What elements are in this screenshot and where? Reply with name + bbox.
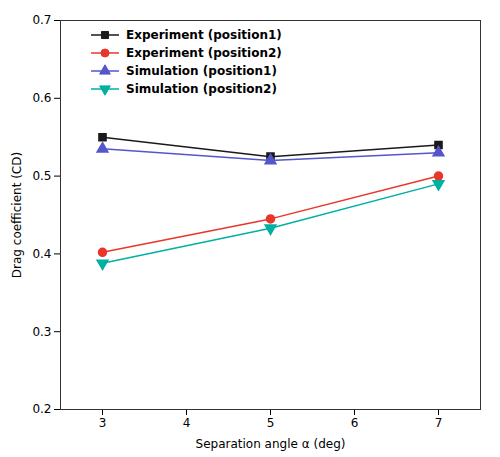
- svg-text:0.6: 0.6: [32, 91, 51, 105]
- svg-text:3: 3: [99, 416, 107, 430]
- html-text:Experiment (position1): Experiment (position1): [126, 28, 282, 42]
- svg-text:Drag coefficient (CD): Drag coefficient (CD): [10, 152, 24, 278]
- html-text:Simulation (position1): Simulation (position1): [126, 64, 277, 78]
- svg-text:0.5: 0.5: [32, 169, 51, 183]
- svg-text:6: 6: [351, 416, 359, 430]
- svg-text:0.4: 0.4: [32, 247, 51, 261]
- svg-text:0.2: 0.2: [32, 402, 51, 416]
- svg-text:7: 7: [435, 416, 443, 430]
- html-text:Simulation (position2): Simulation (position2): [126, 82, 277, 96]
- svg-text:Separation angle α (deg): Separation angle α (deg): [196, 437, 346, 451]
- svg-text:0.3: 0.3: [32, 325, 51, 339]
- svg-text:0.7: 0.7: [32, 13, 51, 27]
- svg-text:4: 4: [183, 416, 191, 430]
- svg-text:5: 5: [267, 416, 275, 430]
- html-text:Experiment (position2): Experiment (position2): [126, 46, 282, 60]
